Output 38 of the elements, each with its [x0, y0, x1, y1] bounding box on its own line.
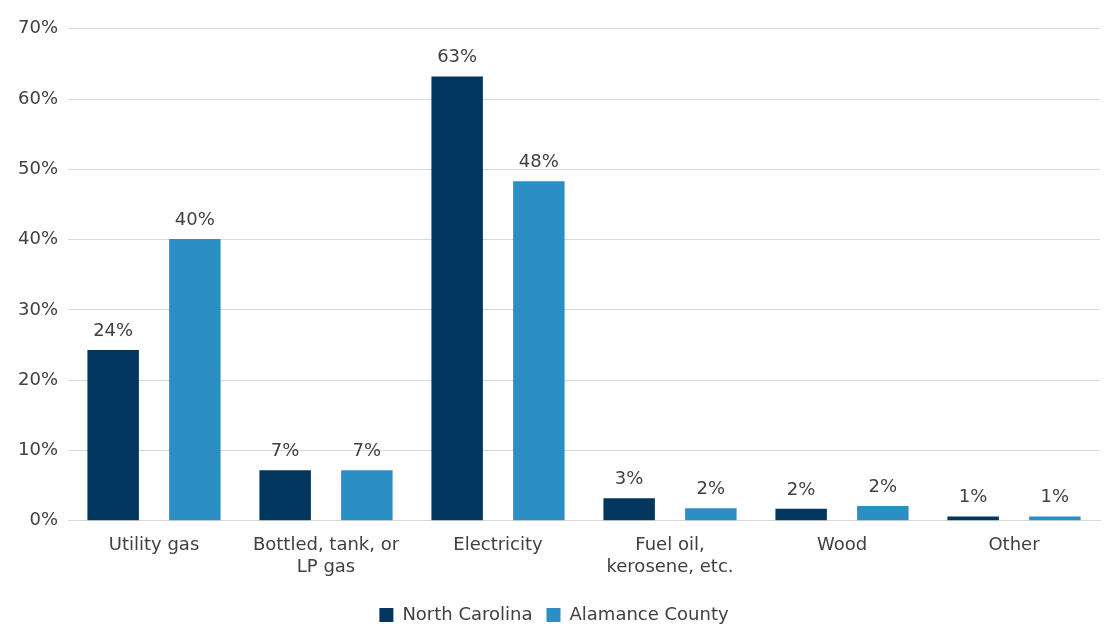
data-label: 40%	[174, 207, 215, 229]
data-label: 2%	[786, 477, 816, 499]
bar	[513, 181, 565, 521]
y-tick-label: 20%	[17, 367, 59, 389]
data-label: 24%	[93, 318, 134, 340]
y-tick-label: 10%	[17, 438, 59, 460]
y-tick-label: 30%	[17, 297, 59, 319]
bar	[87, 350, 139, 521]
y-tick-label: 40%	[17, 227, 59, 249]
data-label: 63%	[437, 45, 478, 67]
bar	[603, 498, 655, 521]
y-tick-label: 0%	[29, 508, 59, 530]
bar	[685, 508, 737, 521]
data-label: 2%	[868, 474, 898, 496]
data-label: 2%	[696, 476, 726, 498]
data-label: 7%	[270, 438, 300, 460]
data-label: 1%	[1040, 485, 1070, 507]
x-tick-label: Bottled, tank, or LP gas	[252, 533, 400, 576]
y-tick-label: 50%	[17, 157, 59, 179]
bar	[259, 470, 311, 521]
x-tick-label: Wood	[816, 533, 868, 555]
legend-label: Alamance County	[569, 602, 729, 624]
bar	[775, 508, 827, 521]
x-tick-label: Electricity	[453, 533, 544, 555]
bar	[431, 76, 483, 521]
x-tick-label: Fuel oil, kerosene, etc.	[606, 533, 734, 576]
bar	[169, 238, 221, 521]
data-label: 48%	[518, 149, 559, 171]
y-tick-label: 70%	[17, 16, 59, 38]
bar	[857, 506, 909, 521]
data-label: 3%	[614, 466, 644, 488]
data-label: 1%	[958, 485, 988, 507]
data-label: 7%	[352, 438, 382, 460]
bar	[341, 470, 393, 521]
legend-label: North Carolina	[402, 602, 533, 624]
x-tick-label: Other	[988, 533, 1041, 555]
x-tick-label: Utility gas	[108, 533, 200, 555]
y-tick-label: 60%	[17, 86, 59, 108]
